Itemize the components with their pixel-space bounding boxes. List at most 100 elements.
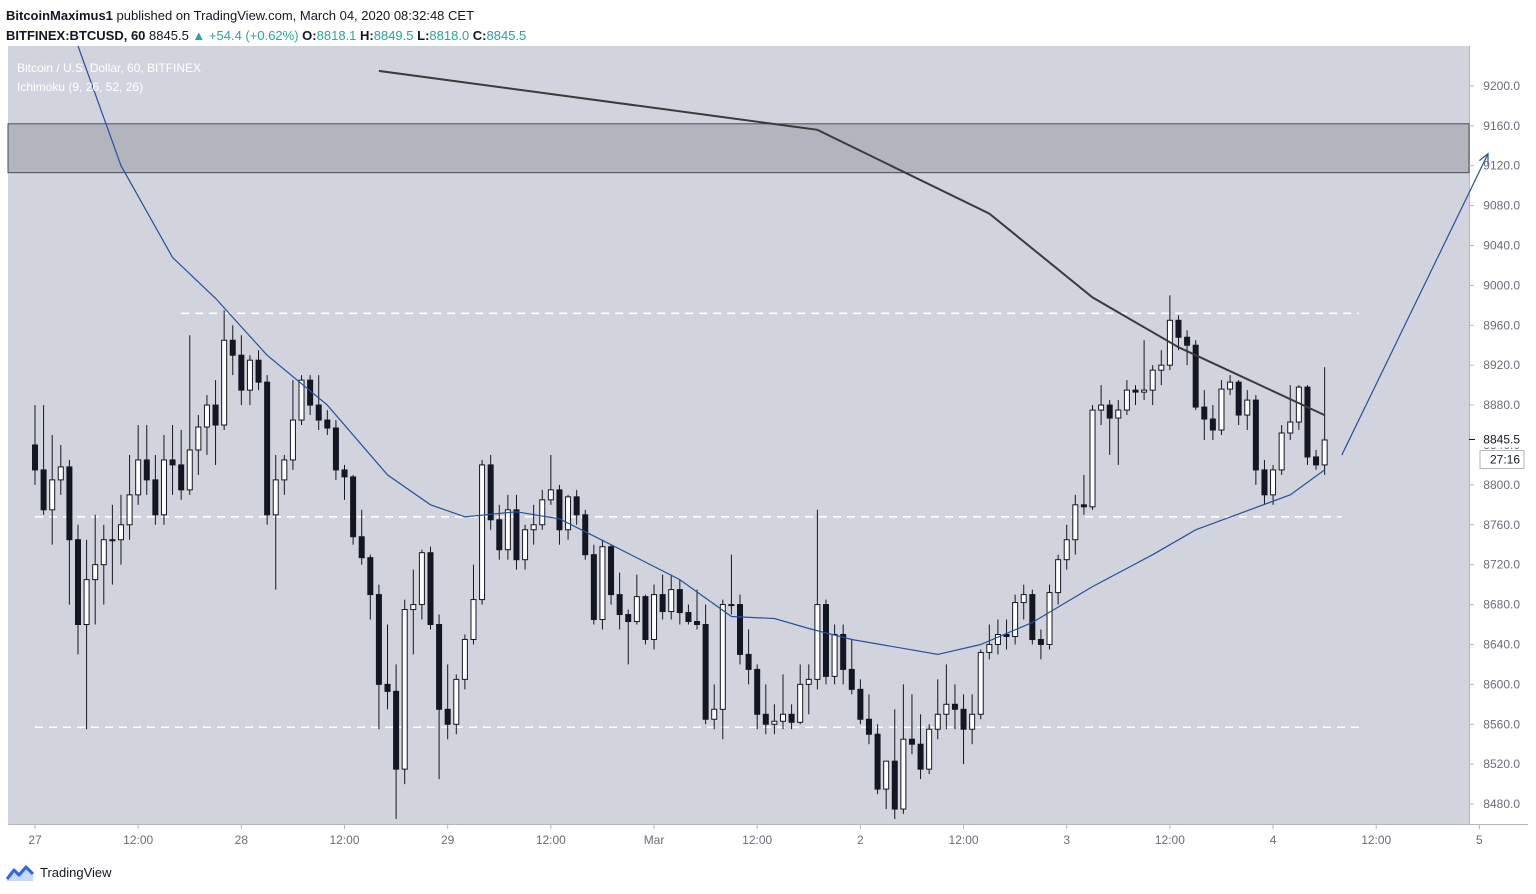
candlestick-series xyxy=(32,295,1328,820)
candle-body xyxy=(668,589,675,613)
price-tick-label: 9200.0 xyxy=(1483,79,1520,93)
price-tick-label: 8920.0 xyxy=(1483,358,1520,372)
candle-down xyxy=(238,335,245,406)
candle-body xyxy=(57,466,64,481)
candle-body xyxy=(547,489,554,501)
candle-body xyxy=(797,683,804,723)
candle-up xyxy=(522,524,529,570)
candle-up xyxy=(926,724,933,775)
candle-body xyxy=(1287,421,1294,434)
candle-up xyxy=(1098,385,1105,426)
price-tick-label: 8520.0 xyxy=(1483,757,1520,771)
candle-body xyxy=(633,596,640,623)
candle-up xyxy=(805,664,812,715)
candle-up xyxy=(969,694,976,745)
candle-up xyxy=(83,539,90,730)
price-tick-label: 9160.0 xyxy=(1483,119,1520,133)
price-tick-label: 8720.0 xyxy=(1483,558,1520,572)
candle-body xyxy=(315,404,322,421)
candle-down xyxy=(375,584,382,730)
candle-down xyxy=(917,714,924,780)
candle-body xyxy=(479,464,486,601)
candle-body xyxy=(642,596,649,640)
candle-body xyxy=(1029,594,1036,640)
candle-body xyxy=(1037,638,1044,645)
candle-up xyxy=(1123,380,1130,416)
symbol-label[interactable]: BITFINEX:BTCUSD, 60 xyxy=(6,28,146,43)
candle-body xyxy=(221,339,228,426)
candle-body xyxy=(74,539,81,626)
open-label: O: xyxy=(302,28,317,43)
candle-down xyxy=(1037,629,1044,660)
candle-up xyxy=(246,355,253,406)
candle-body xyxy=(530,524,537,531)
candle-up xyxy=(272,454,279,590)
moving-average-line xyxy=(77,45,1325,656)
candle-down xyxy=(848,639,855,695)
candle-up xyxy=(1218,380,1225,435)
candle-up xyxy=(565,494,572,540)
candle-up xyxy=(160,435,167,525)
candle-body xyxy=(109,539,116,542)
candle-body xyxy=(728,604,735,607)
candle-up xyxy=(668,574,675,620)
candle-down xyxy=(1209,405,1216,440)
candle-down xyxy=(1175,315,1182,351)
candle-body xyxy=(908,738,915,745)
price-tick-label: 8760.0 xyxy=(1483,518,1520,532)
candle-down xyxy=(694,589,701,630)
candle-down xyxy=(1184,330,1191,366)
ohlc-line: BITFINEX:BTCUSD, 60 8845.5 ▲ +54.4 (+0.6… xyxy=(6,26,526,46)
brand-name[interactable]: TradingView xyxy=(40,865,112,880)
time-tick-label: Mar xyxy=(644,833,665,847)
candle-body xyxy=(822,604,829,677)
price-tick-label: 8960.0 xyxy=(1483,318,1520,332)
candle-down xyxy=(762,684,769,735)
horizontal-levels xyxy=(35,312,1360,729)
candle-body xyxy=(694,621,701,626)
candle-down xyxy=(573,489,580,525)
candle-body xyxy=(444,708,451,725)
candle-up xyxy=(1287,385,1294,440)
candle-down xyxy=(840,624,847,685)
candle-body xyxy=(1209,418,1216,431)
candle-body xyxy=(332,427,339,471)
candle-body xyxy=(848,668,855,690)
candle-down xyxy=(590,544,597,625)
candle-down xyxy=(822,599,829,685)
candle-up xyxy=(1149,365,1156,406)
candle-down xyxy=(1192,340,1199,411)
candle-down xyxy=(556,484,563,545)
candle-down xyxy=(702,604,709,725)
projection-arrow xyxy=(1341,152,1489,456)
candle-body xyxy=(814,604,821,680)
candle-body xyxy=(504,509,511,551)
candle-down xyxy=(32,405,38,485)
candle-down xyxy=(436,614,443,780)
candle-up xyxy=(289,380,296,470)
candle-down xyxy=(315,375,322,431)
candle-body xyxy=(805,678,812,685)
candle-body xyxy=(702,624,709,720)
candle-body xyxy=(152,479,159,516)
series-title[interactable]: Bitcoin / U.S. Dollar, 60, BITFINEX xyxy=(17,61,201,75)
author-name[interactable]: BitcoinMaximus1 xyxy=(6,8,113,23)
candle-body xyxy=(883,760,890,790)
tradingview-logo-icon[interactable] xyxy=(6,864,34,882)
indicator-title[interactable]: Ichimoku (9, 26, 52, 26) xyxy=(17,80,143,94)
candle-down xyxy=(341,464,348,500)
candle-body xyxy=(590,554,597,621)
time-tick-label: 2 xyxy=(857,833,864,847)
candle-up xyxy=(126,454,133,540)
candle-up xyxy=(410,569,417,655)
candle-body xyxy=(384,683,391,692)
candle-body xyxy=(934,713,941,730)
candle-up xyxy=(651,584,658,650)
candle-up xyxy=(633,574,640,625)
candle-down xyxy=(1304,385,1311,465)
candle-body xyxy=(960,708,967,730)
candle-down xyxy=(1235,380,1242,426)
candle-down xyxy=(324,410,331,435)
candle-up xyxy=(135,425,142,505)
